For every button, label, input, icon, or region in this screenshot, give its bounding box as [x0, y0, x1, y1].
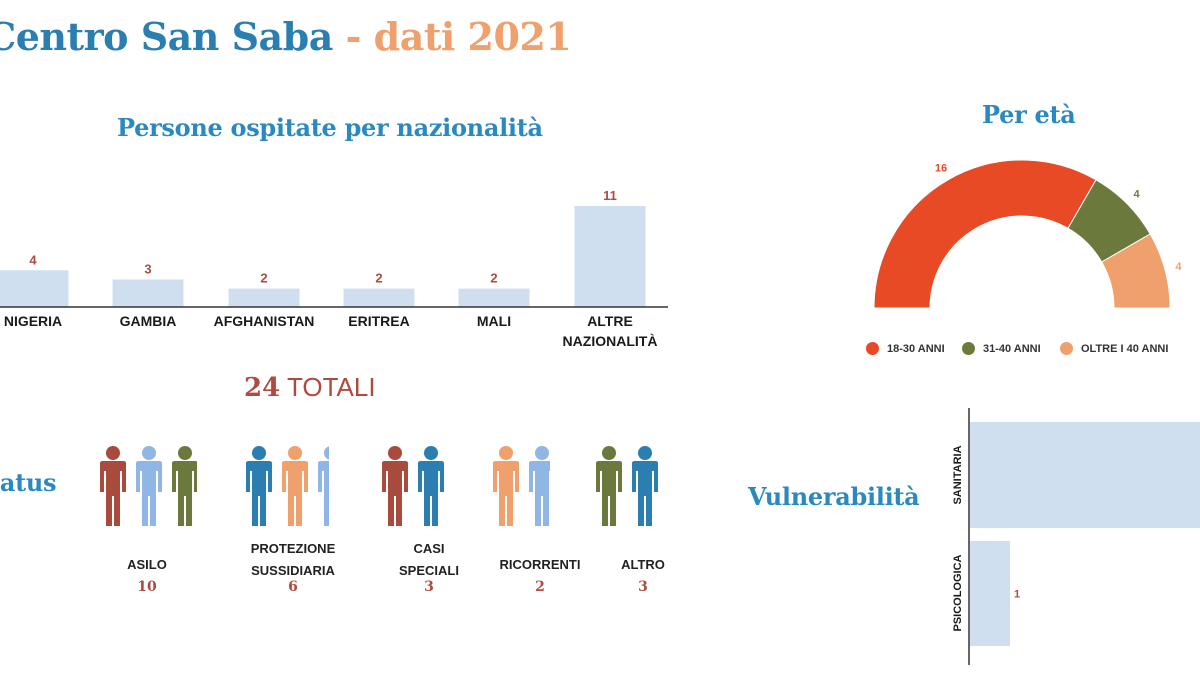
person-icon	[318, 446, 329, 526]
bar-3	[343, 288, 415, 307]
status-label: ASILO	[127, 557, 167, 572]
category-label-4: MALI	[477, 313, 511, 329]
person-icon	[382, 446, 408, 526]
vuln-value-label-1: 1	[1014, 589, 1020, 601]
legend-item-over-40: OLTRE I 40 ANNI	[1060, 342, 1168, 355]
category-label-5: ALTRE	[587, 313, 633, 329]
donut-value-label-0: 16	[935, 163, 947, 175]
donut-slice-2	[1100, 233, 1171, 309]
people-icons	[243, 446, 329, 528]
vulnerability-title: Vulnerabilità	[748, 482, 920, 511]
donut-slice-0	[873, 159, 1097, 309]
category-label-0: NIGERIA	[4, 313, 62, 329]
person-icon	[632, 446, 658, 526]
status-group-0: ASILO 10	[97, 446, 197, 606]
status-value: 3	[424, 579, 434, 595]
legend-dot-18-30	[866, 342, 879, 355]
title-separator: -	[332, 14, 374, 59]
bar-5	[574, 206, 646, 307]
bar-value-label-3: 2	[375, 271, 382, 286]
legend-dot-over-40	[1060, 342, 1073, 355]
bar-value-label-1: 3	[144, 261, 151, 276]
vuln-bar-0	[970, 422, 1200, 528]
legend-label-over-40: OLTRE I 40 ANNI	[1081, 342, 1169, 355]
status-group-1: PROTEZIONE SUSSIDIARIA 6	[243, 446, 343, 606]
bar-value-label-0: 4	[29, 252, 37, 267]
legend-label-18-30: 18-30 ANNI	[887, 342, 945, 355]
category-label-5: NAZIONALITÀ	[563, 333, 658, 349]
status-label: ALTRO	[621, 557, 665, 572]
totals-text: TOTALI	[280, 372, 376, 402]
category-label-3: ERITREA	[348, 313, 409, 329]
bar-1	[112, 279, 184, 307]
status-value: 2	[535, 579, 545, 595]
status-label: CASI SPECIALI	[399, 541, 459, 578]
vuln-bar-1	[970, 541, 1010, 646]
vuln-category-label-0: SANITARIA	[952, 445, 964, 504]
category-label-2: AFGHANISTAN	[214, 313, 315, 329]
status-label: RICORRENTI	[499, 557, 581, 572]
legend-item-31-40: 31-40 ANNI	[962, 342, 1041, 355]
person-icon	[529, 446, 550, 526]
status-value: 3	[638, 579, 648, 595]
status-group-2: CASI SPECIALI 3	[379, 446, 479, 606]
status-label: PROTEZIONE SUSSIDIARIA	[250, 541, 336, 578]
legend-dot-31-40	[962, 342, 975, 355]
nationality-chart-title: Persone ospitate per nazionalità	[117, 113, 543, 142]
bar-value-label-2: 2	[260, 271, 267, 286]
person-icon	[493, 446, 519, 526]
people-icons	[97, 446, 197, 528]
category-label-1: GAMBIA	[120, 313, 177, 329]
bar-value-label-4: 2	[490, 271, 497, 286]
people-icons	[593, 446, 693, 528]
status-value: 10	[137, 579, 157, 595]
bar-4	[458, 288, 530, 307]
legend-label-31-40: 31-40 ANNI	[983, 342, 1041, 355]
bar-2	[228, 288, 300, 307]
person-icon	[282, 446, 308, 526]
person-icon	[246, 446, 272, 526]
donut-value-label-1: 4	[1133, 188, 1140, 200]
person-icon	[418, 446, 444, 526]
bar-0	[0, 270, 69, 307]
bar-value-label-5: 11	[603, 188, 617, 203]
vuln-category-label-1: PSICOLOGICA	[952, 554, 964, 631]
people-icons	[379, 446, 479, 528]
status-group-3: RICORRENTI 2	[490, 446, 590, 606]
legend-item-18-30: 18-30 ANNI	[866, 342, 945, 355]
title-main: Centro San Saba	[0, 14, 333, 59]
page-title: Centro San Saba - dati 2021	[0, 14, 572, 59]
person-icon	[172, 446, 197, 526]
age-chart-title: Per età	[982, 100, 1076, 129]
person-icon	[100, 446, 126, 526]
status-group-4: ALTRO 3	[593, 446, 693, 606]
people-icons	[490, 446, 550, 528]
person-icon	[596, 446, 622, 526]
title-year: dati 2021	[373, 14, 572, 59]
person-icon	[136, 446, 162, 526]
totals-number: 24	[244, 373, 281, 403]
totals-label: 24 TOTALI	[244, 372, 376, 403]
donut-value-label-2: 4	[1175, 261, 1182, 273]
status-title: Status	[0, 468, 57, 497]
status-value: 6	[288, 579, 298, 595]
